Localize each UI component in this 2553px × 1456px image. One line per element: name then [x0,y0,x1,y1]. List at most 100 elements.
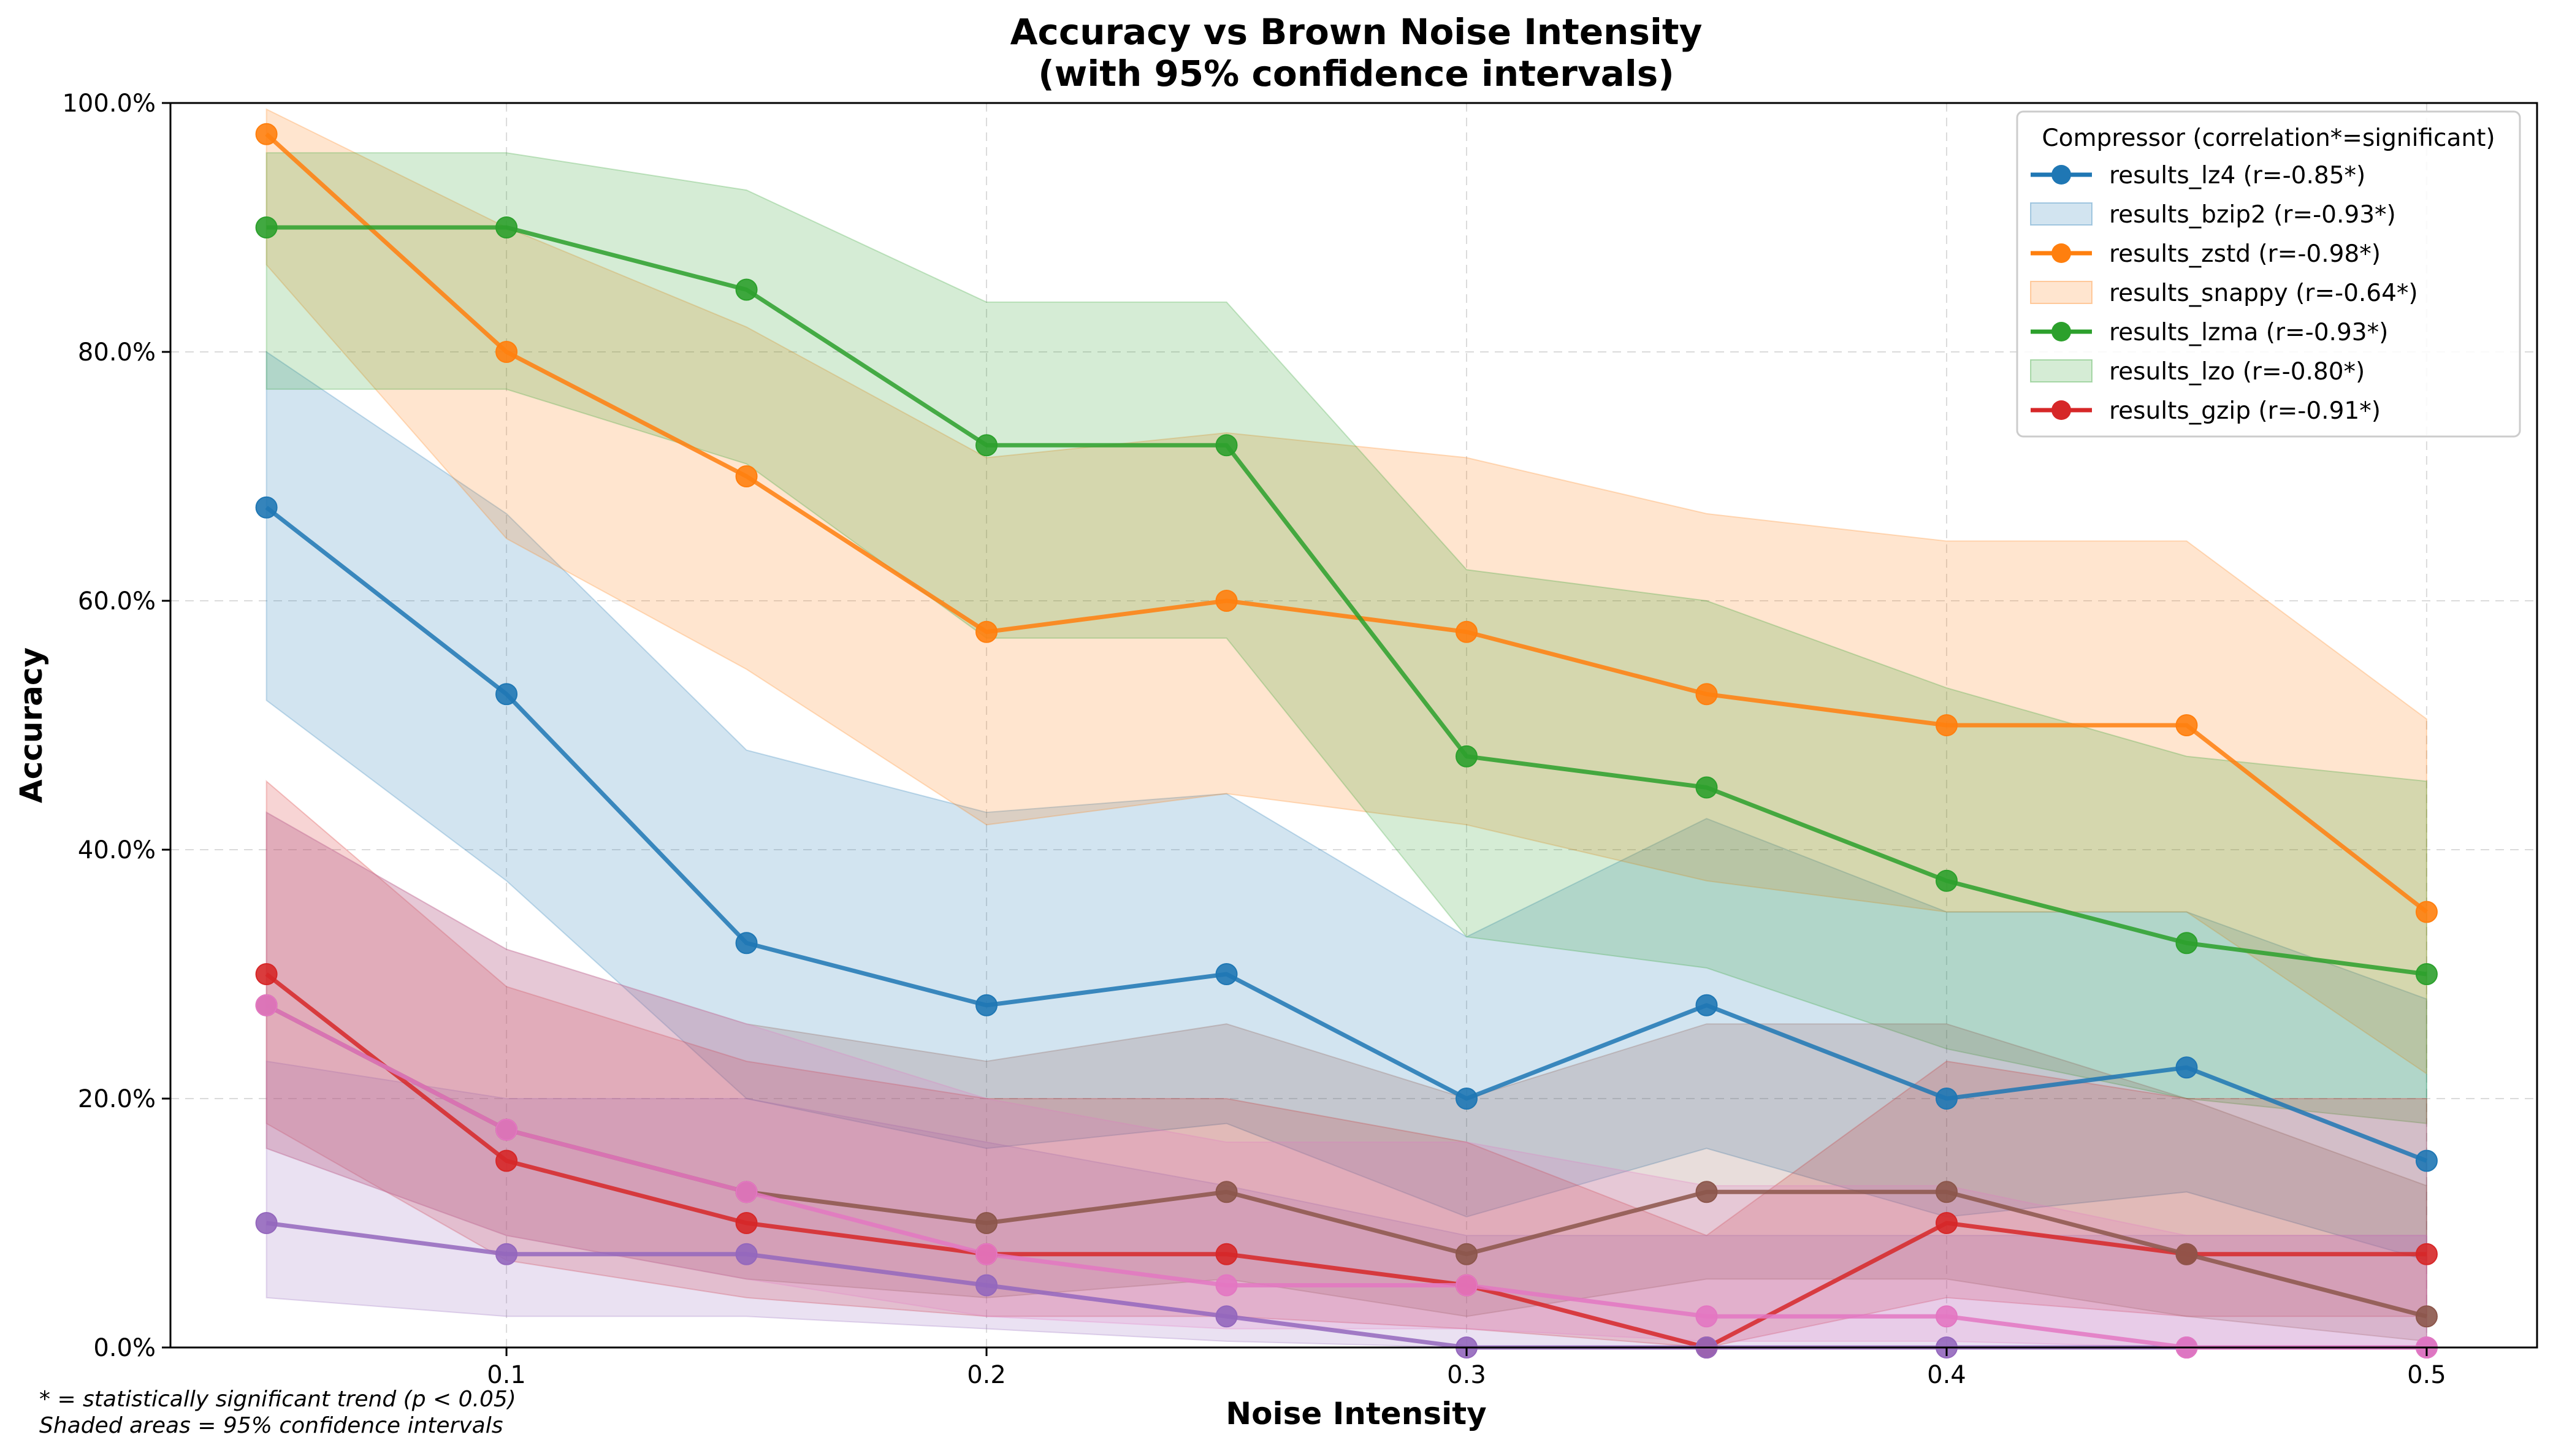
series-line [265,972,2427,1350]
y-axis-ticks: 0.0% 20.0% 40.0% 60.0% 80.0% 100.0% [62,90,170,1362]
chart-title: Accuracy vs Brown Noise Intensity [1010,11,1703,53]
x-tick-label: 0.2 [967,1361,1006,1389]
data-point [255,1212,278,1234]
legend-label: results_snappy (r=-0.64*) [2109,280,2418,307]
data-point [975,1212,998,1234]
data-point [1215,1243,1238,1265]
data-point [1695,1181,1718,1203]
data-point [1455,620,1478,643]
data-point [1695,994,1718,1016]
data-point [1935,1181,1958,1203]
data-point [975,1274,998,1297]
data-point [1455,1243,1478,1265]
data-point [255,963,278,985]
data-point [495,683,518,706]
data-point [735,278,758,301]
data-point [495,1118,518,1141]
footnote-significance: * = statistically significant trend (p <… [39,1387,516,1412]
data-point [1935,714,1958,736]
data-point [975,1243,998,1265]
data-point [2415,963,2438,985]
data-point [1215,1305,1238,1328]
data-point [1215,590,1238,612]
legend-marker [2051,243,2071,263]
data-point [975,434,998,457]
legend-title: Compressor (correlation*=significant) [2042,124,2495,152]
data-point [975,620,998,643]
legend-label: results_zstd (r=-0.98*) [2109,240,2381,268]
legend-marker [2051,400,2071,420]
data-point [255,496,278,519]
data-point [735,1181,758,1203]
series-line [265,1003,2427,1350]
data-point [2175,932,2198,955]
x-tick-label: 0.3 [1447,1361,1486,1389]
legend-label: results_lzma (r=-0.93*) [2109,319,2388,346]
data-point [1935,869,1958,892]
data-point [735,465,758,487]
data-point [1935,1088,1958,1110]
y-tick-label: 40.0% [78,836,156,864]
legend-patch-swatch [2030,359,2093,383]
legend-label: results_lz4 (r=-0.85*) [2109,162,2365,189]
data-point [495,341,518,363]
data-point [1215,434,1238,457]
data-point [735,1243,758,1265]
data-point [1695,776,1718,799]
legend-patch-swatch [2030,202,2093,226]
confidence-bands [265,108,2427,1349]
data-point [1455,1088,1478,1110]
data-point [2175,1056,2198,1079]
data-point [2415,1243,2438,1265]
footnote-shaded-areas: Shaded areas = 95% confidence intervals [39,1413,503,1438]
data-point [735,1212,758,1234]
x-tick-label: 0.4 [1927,1361,1966,1389]
data-point [255,994,278,1016]
legend-label: results_bzip2 (r=-0.93*) [2109,201,2396,229]
data-point [495,1149,518,1172]
x-axis-ticks: 0.1 0.2 0.3 0.4 0.5 [487,1347,2446,1389]
data-point [1215,963,1238,985]
data-point [1215,1181,1238,1203]
y-axis-label: Accuracy [13,647,49,803]
legend-items: results_lz4 (r=-0.85*) results_bzip2 (r=-… [2030,162,2418,425]
data-point [975,994,998,1016]
plot-frame [169,102,2538,1349]
x-tick-label: 0.5 [2407,1361,2446,1389]
data-point [255,216,278,238]
data-point [2175,1243,2198,1265]
y-tick-label: 80.0% [78,338,156,367]
data-point [1455,1274,1478,1297]
data-point [2415,901,2438,923]
legend-label: results_gzip (r=-0.91*) [2109,397,2381,425]
data-point [495,1243,518,1265]
legend-patch-swatch [2030,281,2093,304]
chart-subtitle: (with 95% confidence intervals) [1038,53,1674,94]
data-point [1935,1212,1958,1234]
data-point [2415,1305,2438,1328]
data-point [2415,1149,2438,1172]
data-point [2175,714,2198,736]
series-line [265,132,2429,914]
confidence-band [265,152,2427,1124]
legend-marker [2051,322,2071,341]
y-tick-label: 100.0% [62,90,156,118]
data-point [1215,1274,1238,1297]
legend: Compressor (correlation*=significant) re… [2016,110,2521,438]
data-point [1455,745,1478,768]
series-line [266,225,2427,977]
legend-label: results_lzo (r=-0.80*) [2109,358,2365,386]
data-point [255,123,278,145]
confidence-band [265,108,2427,1075]
data-point [1695,683,1718,706]
data-point [1935,1305,1958,1328]
series-line [265,505,2428,1163]
y-tick-label: 0.0% [93,1334,156,1362]
data-point [1695,1305,1718,1328]
legend-box [2016,110,2521,438]
x-tick-label: 0.1 [487,1361,526,1389]
x-axis-label: Noise Intensity [1226,1396,1486,1431]
data-point [495,216,518,238]
y-tick-label: 20.0% [78,1085,156,1113]
